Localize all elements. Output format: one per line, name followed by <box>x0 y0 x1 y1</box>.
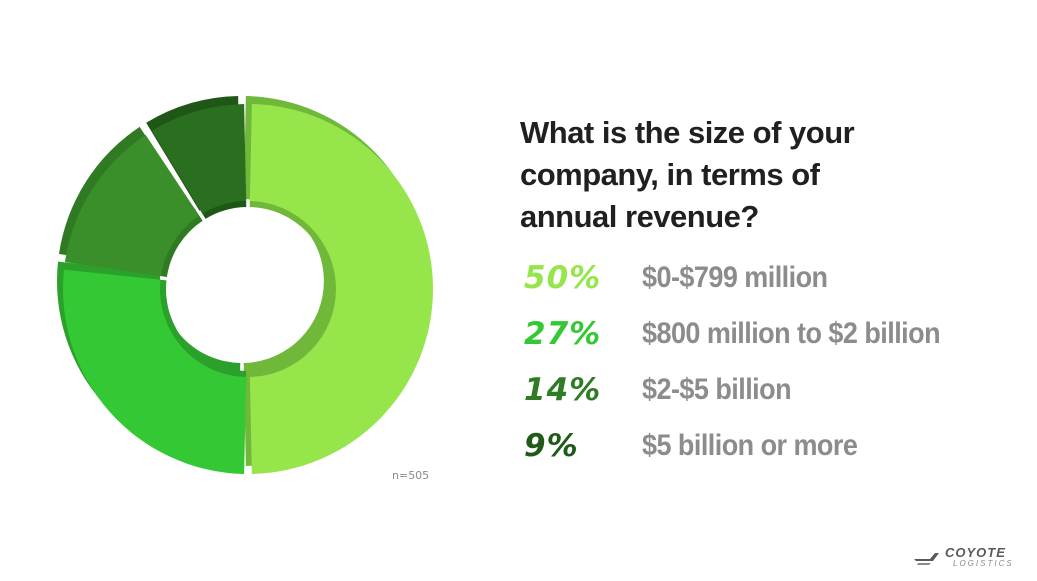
legend-label: $2-$5 billion <box>642 373 792 406</box>
chart-title-line-2: company, in terms of <box>520 157 820 192</box>
legend-percent: 50% <box>524 260 602 296</box>
legend-label: $800 million to $2 billion <box>642 317 941 350</box>
donut-chart <box>56 96 434 474</box>
chart-title-line-3: annual revenue? <box>520 199 759 234</box>
donut-slice-3 <box>64 134 200 277</box>
sample-size-note: n=505 <box>392 469 430 482</box>
donut-slice-4 <box>152 104 247 214</box>
legend-percent: 27% <box>524 316 602 352</box>
donut-slice-2 <box>62 269 247 474</box>
legend-label: $0-$799 million <box>642 261 828 294</box>
donut-slice-1 <box>249 104 434 474</box>
coyote-logo-icon <box>914 553 939 565</box>
legend-item-2: 27% $800 million to $2 billion <box>524 312 973 356</box>
legend-item-3: 14% $2-$5 billion <box>524 368 808 412</box>
legend-percent: 14% <box>524 372 602 408</box>
chart-title-line-1: What is the size of your <box>520 115 855 150</box>
logo-name: COYOTE <box>945 545 1006 560</box>
legend-label: $5 billion or more <box>642 429 858 462</box>
legend-item-4: 9% $5 billion or more <box>524 424 881 468</box>
legend-item-1: 50% $0-$799 million <box>524 256 848 300</box>
coyote-logo: COYOTE LOGISTICS <box>913 545 1023 571</box>
logo-subtitle: LOGISTICS <box>953 559 1014 568</box>
legend-percent: 9% <box>524 428 579 464</box>
chart-title: What is the size of your company, in ter… <box>520 112 940 238</box>
